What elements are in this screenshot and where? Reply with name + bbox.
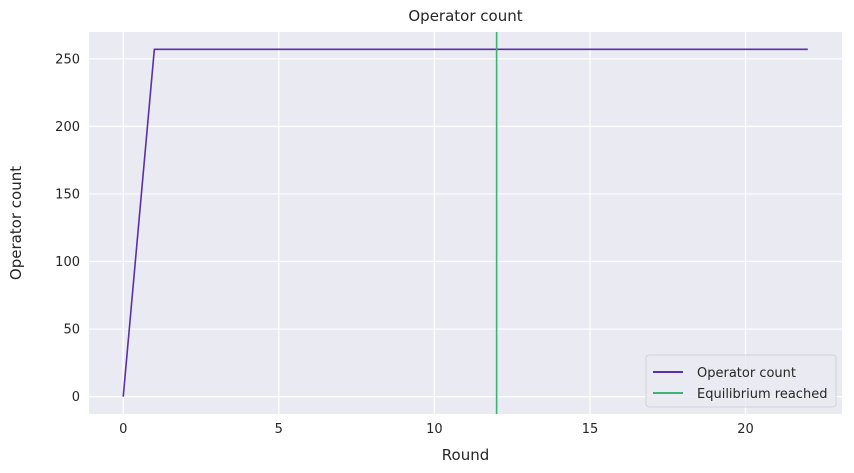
y-tick-label: 250 [55,52,80,67]
plot-area [89,32,842,414]
y-tick-label: 200 [55,120,80,135]
legend: Operator count Equilibrium reached [645,354,837,408]
legend-box [645,354,837,408]
x-tick-label: 20 [737,422,754,437]
grid [89,32,842,414]
chart-title: Operator count [408,7,522,25]
y-ticks: 0 50 100 150 200 250 [55,52,80,405]
legend-label-operator-count: Operator count [697,366,796,381]
x-tick-label: 15 [582,422,599,437]
x-tick-label: 10 [426,422,443,437]
x-ticks: 0 5 10 15 20 [119,422,754,437]
y-tick-label: 0 [72,390,80,405]
y-tick-label: 150 [55,187,80,202]
y-tick-label: 50 [63,323,80,338]
series-layer [122,32,808,414]
series-line-0 [122,48,808,397]
x-axis-label: Round [442,446,489,464]
legend-label-equilibrium-reached: Equilibrium reached [697,387,827,402]
y-axis-label: Operator count [7,166,25,280]
y-tick-label: 100 [55,255,80,270]
x-tick-label: 0 [119,422,127,437]
x-tick-label: 5 [275,422,283,437]
